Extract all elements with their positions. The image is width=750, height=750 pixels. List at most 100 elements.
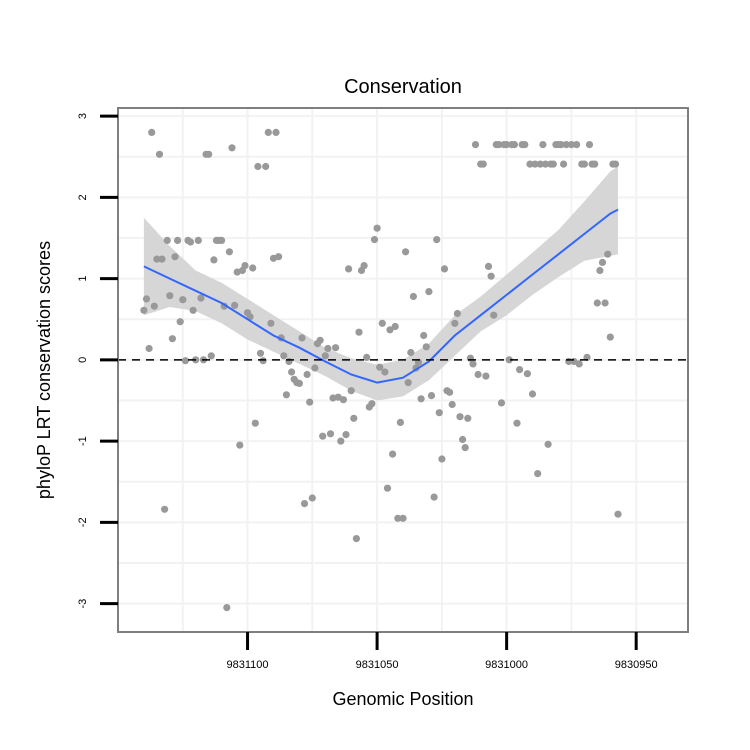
data-point xyxy=(469,360,477,368)
data-point xyxy=(484,262,493,270)
data-point xyxy=(420,331,428,340)
data-point xyxy=(446,388,454,396)
data-point xyxy=(407,348,415,357)
data-point xyxy=(557,141,565,149)
data-point xyxy=(337,437,345,445)
y-tick-label: 2 xyxy=(77,194,89,200)
data-point xyxy=(256,349,265,357)
data-point xyxy=(505,356,513,364)
data-point xyxy=(158,255,166,263)
data-point xyxy=(166,292,174,300)
data-point xyxy=(497,399,506,407)
data-point xyxy=(350,414,358,422)
data-point xyxy=(181,357,189,365)
x-tick-label: 9831000 xyxy=(485,659,528,671)
data-point xyxy=(526,160,534,168)
data-point xyxy=(521,141,529,149)
data-point xyxy=(482,372,490,380)
data-point xyxy=(267,319,275,327)
data-point xyxy=(394,514,402,522)
data-point xyxy=(490,311,498,319)
data-point xyxy=(298,334,306,342)
data-point xyxy=(324,344,332,353)
data-point xyxy=(448,400,456,409)
data-point xyxy=(326,430,335,438)
data-point xyxy=(370,236,379,244)
data-point xyxy=(433,236,441,244)
data-point xyxy=(275,253,283,261)
data-point xyxy=(373,224,381,232)
data-point xyxy=(197,294,205,302)
data-point xyxy=(148,128,156,136)
data-point xyxy=(210,256,218,264)
data-point xyxy=(536,160,544,168)
data-point xyxy=(399,514,407,522)
data-point xyxy=(544,440,552,448)
data-point xyxy=(534,470,542,478)
data-point xyxy=(262,162,270,171)
data-point xyxy=(163,236,171,244)
data-point xyxy=(376,363,384,371)
x-axis-title: Genomic Position xyxy=(332,689,473,709)
data-point xyxy=(288,368,296,376)
data-point xyxy=(236,441,244,449)
data-point xyxy=(223,604,231,612)
data-point xyxy=(174,236,182,244)
x-tick-label: 9831100 xyxy=(226,659,268,671)
data-point xyxy=(598,258,607,266)
data-point xyxy=(601,299,609,307)
data-point xyxy=(516,366,524,374)
y-tick-label: -3 xyxy=(77,599,89,609)
y-tick-label: 0 xyxy=(77,357,89,363)
data-point xyxy=(479,160,487,168)
data-point xyxy=(363,353,371,361)
data-point xyxy=(451,319,459,327)
data-point xyxy=(417,395,425,403)
data-point xyxy=(282,391,290,399)
data-point xyxy=(378,319,386,327)
data-point xyxy=(438,455,446,463)
data-point xyxy=(435,409,443,417)
data-point xyxy=(523,370,532,378)
data-point xyxy=(549,160,557,168)
data-point xyxy=(510,141,518,149)
data-point xyxy=(585,141,594,149)
data-point xyxy=(280,352,288,360)
data-point xyxy=(168,335,176,343)
data-point xyxy=(425,288,433,296)
data-point xyxy=(345,265,353,273)
data-point xyxy=(531,160,539,168)
data-point xyxy=(513,419,521,427)
data-point xyxy=(194,236,202,244)
data-point xyxy=(528,390,537,398)
data-point xyxy=(593,299,601,307)
data-point xyxy=(142,295,151,303)
y-tick-label: -2 xyxy=(77,517,89,527)
data-point xyxy=(422,343,430,351)
data-point xyxy=(308,494,316,502)
axes: -3 -2 -1 0 1 2 3 9831100 9831050 9831000 9830950 xyxy=(77,113,658,671)
data-point xyxy=(386,326,394,334)
data-point xyxy=(339,396,347,404)
data-point xyxy=(461,444,469,452)
data-point xyxy=(347,387,355,395)
y-tick-label: 1 xyxy=(77,276,89,282)
data-point xyxy=(249,264,257,272)
data-point xyxy=(464,414,472,422)
data-point xyxy=(604,250,612,258)
data-point xyxy=(355,328,363,336)
data-point xyxy=(409,292,417,301)
smooth-line xyxy=(143,208,619,384)
data-point xyxy=(332,344,340,352)
data-point xyxy=(150,302,158,310)
data-point xyxy=(404,379,412,387)
data-point xyxy=(145,344,153,353)
data-point xyxy=(300,500,309,508)
data-point xyxy=(218,236,226,244)
data-point xyxy=(189,306,197,314)
data-point xyxy=(539,141,547,149)
data-point xyxy=(306,398,314,406)
x-tick-label: 9830950 xyxy=(615,659,658,671)
data-point xyxy=(259,357,267,365)
